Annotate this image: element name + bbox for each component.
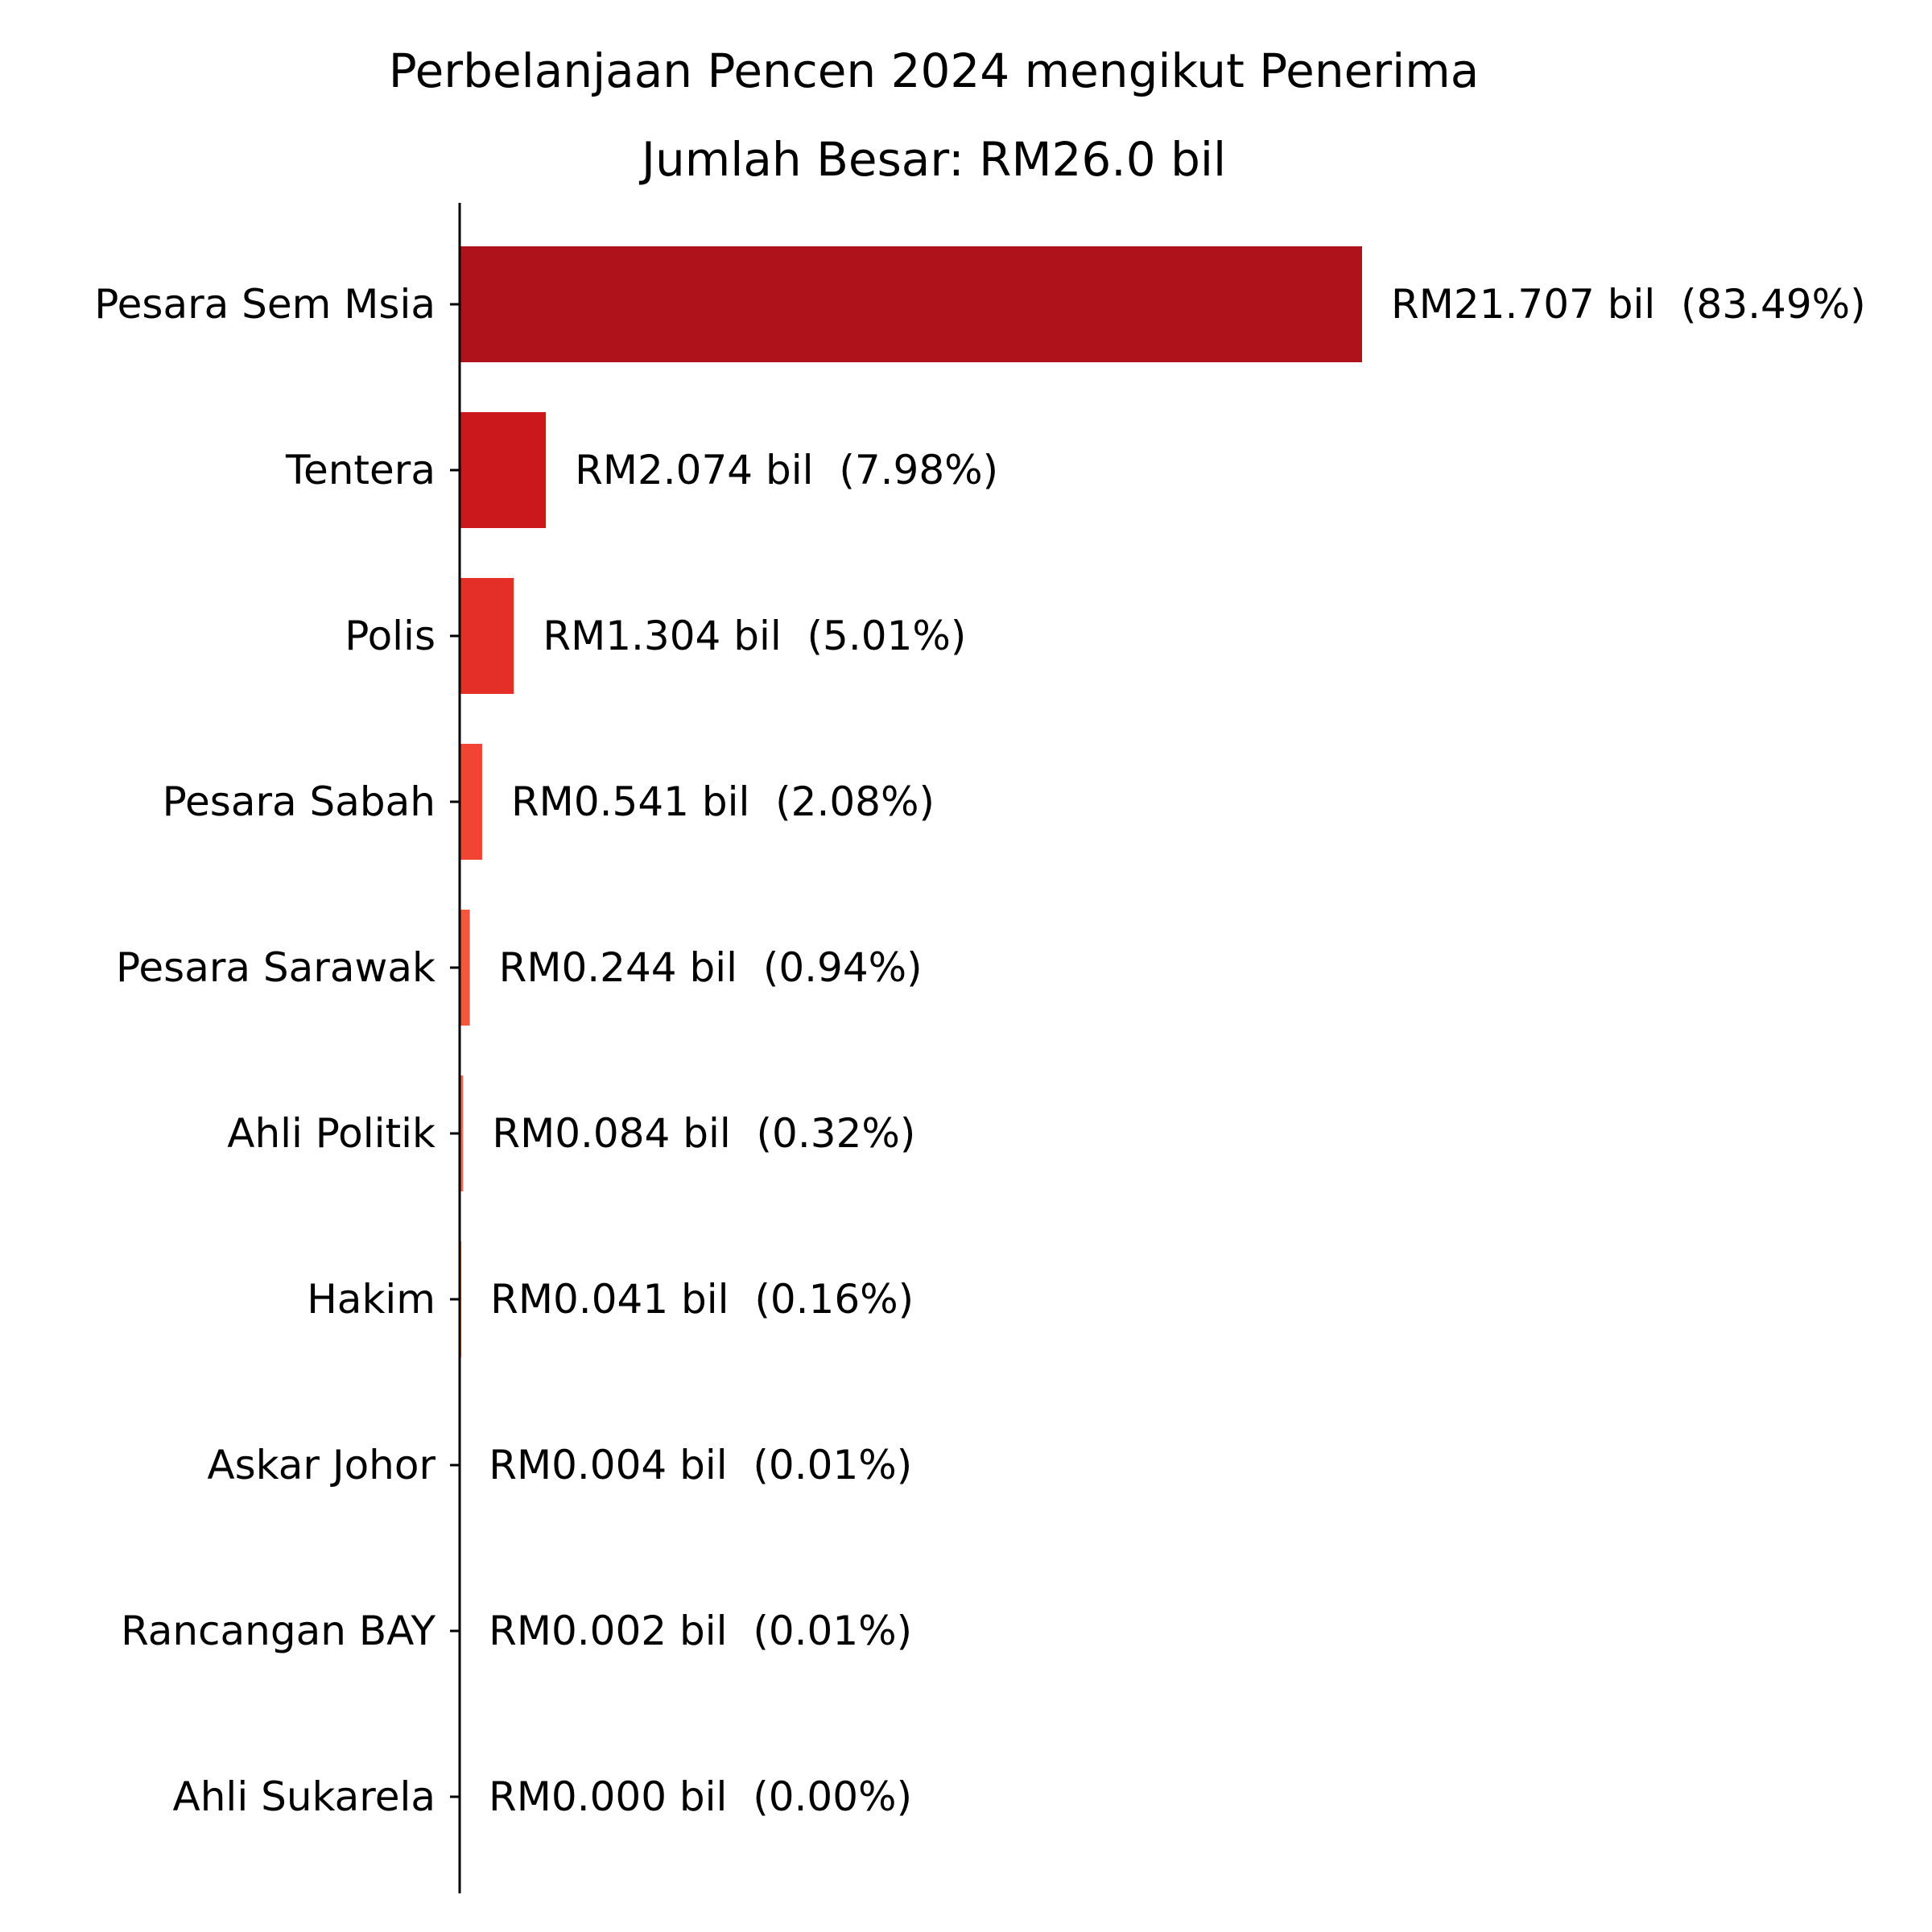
bar-0	[460, 246, 1362, 362]
data-label-8: RM0.002 bil (0.01%)	[489, 1608, 912, 1654]
y-tick-label-7: Askar Johor	[207, 1442, 436, 1488]
y-tick-label-0: Pesara Sem Msia	[94, 281, 436, 328]
data-label-5: RM0.084 bil (0.32%)	[492, 1110, 915, 1157]
data-labels-layer: RM21.707 bil (83.49%) RM2.074 bil (7.98%)…	[489, 281, 1866, 1820]
bar-1	[460, 412, 547, 528]
bar-4	[460, 910, 470, 1026]
chart-subtitle: Jumlah Besar: RM26.0 bil	[639, 132, 1226, 187]
data-label-7: RM0.004 bil (0.01%)	[489, 1442, 912, 1488]
bars-layer	[460, 246, 1362, 1689]
data-label-1: RM2.074 bil (7.98%)	[575, 447, 998, 493]
y-tick-label-8: Rancangan BAY	[121, 1608, 436, 1654]
y-tick-label-6: Hakim	[307, 1276, 436, 1323]
data-label-0: RM21.707 bil (83.49%)	[1391, 281, 1866, 328]
y-tick-label-3: Pesara Sabah	[163, 778, 436, 825]
data-label-3: RM0.541 bil (2.08%)	[511, 778, 935, 825]
bar-5	[460, 1075, 464, 1191]
bar-2	[460, 578, 514, 694]
data-label-6: RM0.041 bil (0.16%)	[490, 1276, 914, 1323]
y-tick-label-4: Pesara Sarawak	[116, 944, 436, 991]
data-label-4: RM0.244 bil (0.94%)	[499, 944, 923, 991]
data-label-2: RM1.304 bil (5.01%)	[543, 613, 966, 659]
bar-3	[460, 744, 482, 860]
y-tick-label-1: Tentera	[285, 447, 436, 493]
y-tick-label-9: Ahli Sukarela	[173, 1773, 436, 1820]
ticks-layer: Pesara Sem Msia Tentera Polis Pesara Sabah P…	[94, 281, 460, 1820]
chart-title: Perbelanjaan Pencen 2024 mengikut Peneri…	[389, 43, 1480, 98]
y-tick-label-2: Polis	[345, 613, 436, 659]
data-label-9: RM0.000 bil (0.00%)	[489, 1773, 912, 1820]
y-tick-label-5: Ahli Politik	[227, 1110, 436, 1157]
